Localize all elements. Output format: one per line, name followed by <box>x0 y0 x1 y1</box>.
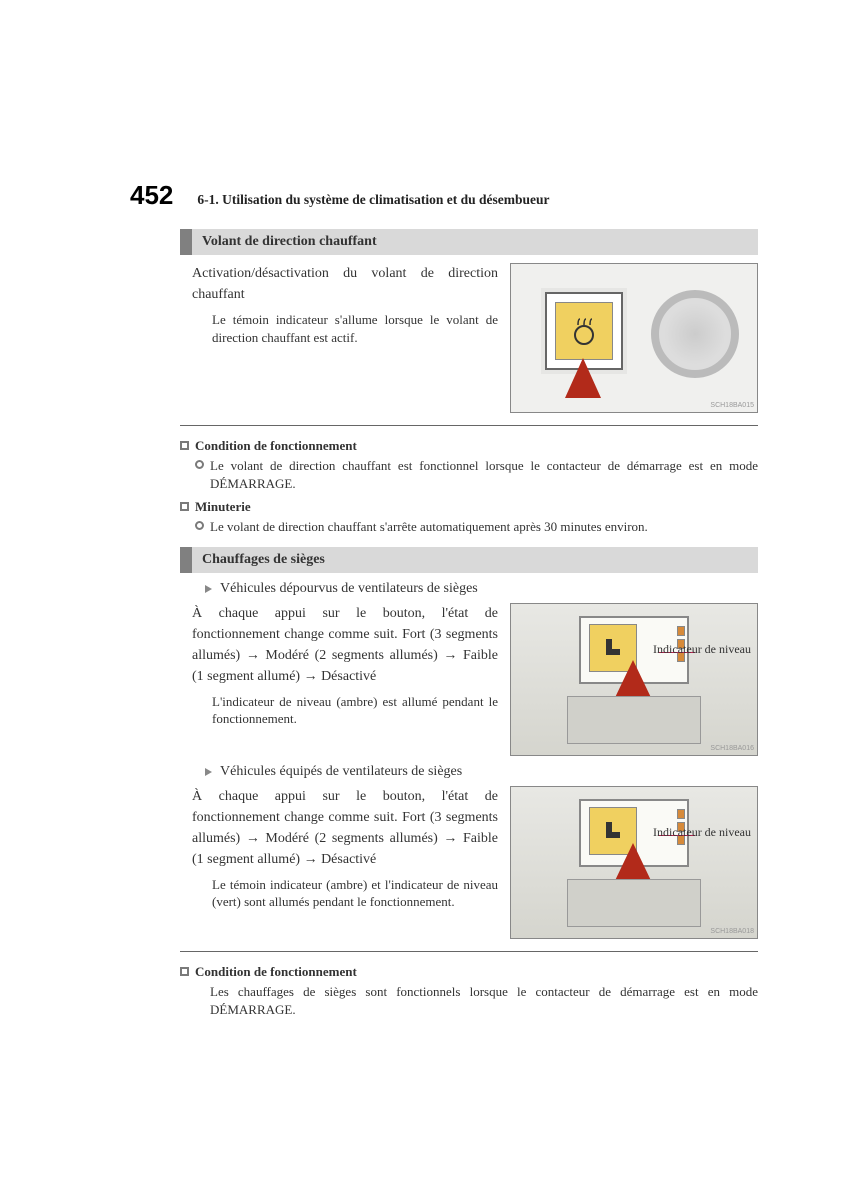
steering-main-text: Activation/désactivation du volant de di… <box>192 263 498 305</box>
section-heading-seats: Chauffages de sièges <box>180 547 758 573</box>
triangle-bullet-icon <box>205 768 212 776</box>
circle-bullet-icon <box>195 460 204 469</box>
section-heading-steering: Volant de direction chauffant <box>180 229 758 255</box>
square-bullet-icon <box>180 441 189 450</box>
level-indicator-callout: Indicateur de niveau <box>653 642 751 657</box>
console-icon <box>567 696 701 744</box>
chapter-label: 6-1. Utilisation du système de climatisa… <box>197 192 549 208</box>
steering-note: Le témoin indicateur s'allume lorsque le… <box>212 311 498 346</box>
seat-subheading-with-fan: Véhicules équipés de ventilateurs de siè… <box>220 764 462 780</box>
circle-bullet-icon <box>195 521 204 530</box>
page-header: 452 6-1. Utilisation du système de clima… <box>130 180 758 211</box>
console-icon <box>567 879 701 927</box>
seat-heater-diagram-2: Indicateur de niveau SCH18BA018 <box>510 786 758 939</box>
seat-subheading-no-fan: Véhicules dépourvus de ventilateurs de s… <box>220 581 478 597</box>
seat-nofan-main: À chaque appui sur le bouton, l'état de … <box>192 603 498 687</box>
diagram-code: SCH18BA015 <box>710 402 754 409</box>
note-body-timer: Le volant de direction chauffant s'arrêt… <box>210 518 648 536</box>
seat-fan-note: Le témoin indicateur (ambre) et l'indica… <box>212 876 498 911</box>
seat-heater-diagram-1: Indicateur de niveau SCH18BA016 <box>510 603 758 756</box>
pointer-arrow-icon <box>565 358 601 398</box>
note-heading-timer: Minuterie <box>195 499 251 515</box>
seat-fan-main: À chaque appui sur le bouton, l'état de … <box>192 786 498 870</box>
seat-nofan-note: L'indicateur de niveau (ambre) est allum… <box>212 693 498 728</box>
note-heading-seat-condition: Condition de fonctionnement <box>195 964 357 980</box>
steering-wheel-icon <box>651 290 739 378</box>
note-heading-condition: Condition de fonctionnement <box>195 438 357 454</box>
level-indicator-callout: Indicateur de niveau <box>653 825 751 840</box>
triangle-bullet-icon <box>205 585 212 593</box>
square-bullet-icon <box>180 967 189 976</box>
note-body-condition: Le volant de direction chauffant est fon… <box>210 457 758 493</box>
divider <box>180 951 758 952</box>
diagram-code: SCH18BA016 <box>710 745 754 752</box>
note-body-seat-condition: Les chauffages de sièges sont fonctionne… <box>210 983 758 1019</box>
diagram-code: SCH18BA018 <box>710 928 754 935</box>
divider <box>180 425 758 426</box>
heated-steering-icon <box>566 313 602 349</box>
steering-wheel-diagram: SCH18BA015 <box>510 263 758 413</box>
square-bullet-icon <box>180 502 189 511</box>
page-number: 452 <box>130 180 173 211</box>
